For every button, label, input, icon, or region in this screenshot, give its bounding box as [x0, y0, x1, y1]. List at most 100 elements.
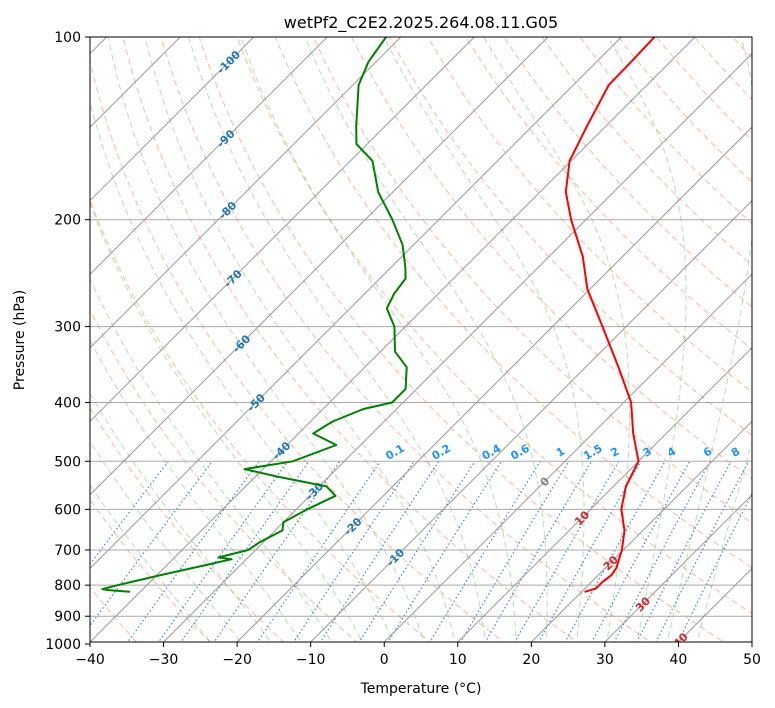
moist-adiabat-line — [144, 37, 456, 642]
dry-adiabat-line — [90, 198, 431, 642]
dry-adiabat-line — [90, 407, 285, 642]
mixing-ratio-label: 2 — [608, 445, 621, 460]
moist-adiabat-line — [90, 392, 272, 642]
y-tick-label: 400 — [54, 395, 81, 411]
mixing-ratio-line — [613, 461, 711, 642]
moist-adiabat-line — [90, 202, 363, 642]
mixing-ratio-label: 0.2 — [430, 442, 453, 463]
mixing-ratio-line — [429, 460, 541, 642]
x-tick-label: 30 — [596, 652, 614, 668]
dry-adiabat-line — [617, 37, 752, 183]
moist-adiabat-line — [90, 440, 242, 642]
mixing-ratio-line — [564, 461, 666, 642]
moist-adiabat-line — [188, 37, 486, 642]
dry-adiabat-line — [160, 37, 652, 642]
y-tick-label: 900 — [54, 609, 81, 625]
isotherms — [90, 37, 752, 642]
isotherm-label: -90 — [214, 127, 237, 150]
isotherm-line — [309, 199, 752, 642]
x-axis: −40 −30 −20 −10 0 10 20 30 40 50 — [75, 642, 761, 668]
dry-adiabat-line — [274, 37, 752, 569]
moist-adiabat-line — [90, 277, 333, 642]
isotherm-line — [604, 494, 752, 642]
dry-adiabat-line — [655, 37, 752, 142]
x-tick-label: −30 — [149, 652, 179, 668]
y-tick-label: 300 — [54, 320, 81, 336]
dry-adiabat-line — [90, 309, 358, 642]
plot-area: -100-90-80-70-60-50-40-30-20-10010203040… — [90, 37, 769, 650]
moist-adiabat-line — [90, 339, 302, 642]
isotherm-line — [162, 52, 752, 642]
moist-adiabat-line — [383, 37, 585, 642]
x-axis-title: Temperature (°C) — [360, 681, 482, 697]
isotherm-line — [677, 567, 752, 642]
mixing-ratio-line — [655, 461, 750, 642]
mixing-ratio-label: 8 — [729, 445, 742, 460]
moist-adiabat-line — [483, 37, 630, 642]
isotherm-line — [90, 37, 255, 202]
mixing-ratio-line — [256, 460, 381, 642]
isotherm-label: 0 — [538, 474, 553, 489]
isobars — [90, 37, 752, 617]
chart-title: wetPf2_C2E2.2025.264.08.11.G05 — [284, 13, 558, 33]
dry-adiabat-line — [541, 37, 752, 266]
plot-frame — [89, 36, 753, 643]
y-axis: 100 200 300 400 500 600 700 800 900 1000 — [45, 30, 90, 653]
mixing-ratio-line — [319, 460, 440, 642]
isotherm-line — [90, 37, 328, 275]
moist-adiabat-line — [304, 37, 548, 642]
y-tick-label: 800 — [54, 578, 81, 594]
moist-adiabats — [90, 37, 752, 642]
moist-adiabat-line — [107, 37, 425, 642]
dry-adiabat-line — [90, 58, 505, 642]
mixing-ratio-label: 1 — [554, 445, 567, 460]
dry-adiabat-line — [351, 37, 752, 480]
isotherm-label: 40 — [671, 630, 691, 650]
x-tick-label: −10 — [296, 652, 326, 668]
moist-adiabat-line — [696, 440, 752, 642]
mixing-ratio-line — [127, 460, 260, 642]
mixing-ratio-line — [358, 460, 476, 642]
isotherm-line — [90, 37, 549, 496]
moist-adiabat-line — [666, 37, 752, 642]
dry-adiabat-line — [465, 37, 752, 350]
mixing-ratio-line — [90, 460, 213, 627]
isotherm-line — [751, 641, 752, 642]
y-tick-label: 100 — [54, 30, 81, 46]
dry-adiabat-line — [198, 37, 725, 642]
isotherm-line — [90, 37, 402, 349]
x-tick-label: 40 — [670, 652, 688, 668]
x-tick-label: 0 — [380, 652, 389, 668]
mixing-ratio-line — [180, 460, 310, 642]
mixing-ratio-line — [293, 460, 415, 642]
mixing-ratio-lines — [90, 460, 752, 642]
isotherm-label: -10 — [384, 546, 407, 569]
y-tick-label: 1000 — [45, 637, 81, 653]
dry-adiabat-line — [693, 37, 752, 100]
y-tick-label: 600 — [54, 502, 81, 518]
x-tick-label: 50 — [743, 652, 761, 668]
mixing-ratio-line — [460, 460, 570, 642]
mixing-ratio-line — [157, 460, 289, 642]
y-tick-label: 500 — [54, 454, 81, 470]
y-tick-label: 700 — [54, 543, 81, 559]
isotherm-line — [457, 347, 752, 642]
moist-adiabat-line — [240, 37, 517, 642]
isotherm-label: -70 — [222, 267, 245, 290]
profiles — [101, 37, 656, 593]
dewpoint-profile-line — [101, 37, 408, 593]
mixing-ratio-line — [213, 460, 341, 642]
moist-adiabat-line — [607, 37, 687, 642]
dry-adiabat-line — [90, 498, 211, 642]
x-tick-label: 10 — [449, 652, 467, 668]
mixing-ratio-line — [677, 492, 752, 642]
isotherm-line — [90, 37, 475, 423]
x-tick-label: −20 — [222, 652, 252, 668]
mixing-ratio-line — [514, 460, 620, 642]
isotherm-line — [383, 273, 752, 642]
dry-adiabat-line — [122, 37, 578, 642]
mixing-ratio-label: 0.1 — [383, 442, 406, 463]
mixing-ratio-label: 10 — [749, 443, 769, 462]
isotherm-line — [90, 37, 696, 642]
moist-adiabat-line — [90, 100, 394, 642]
